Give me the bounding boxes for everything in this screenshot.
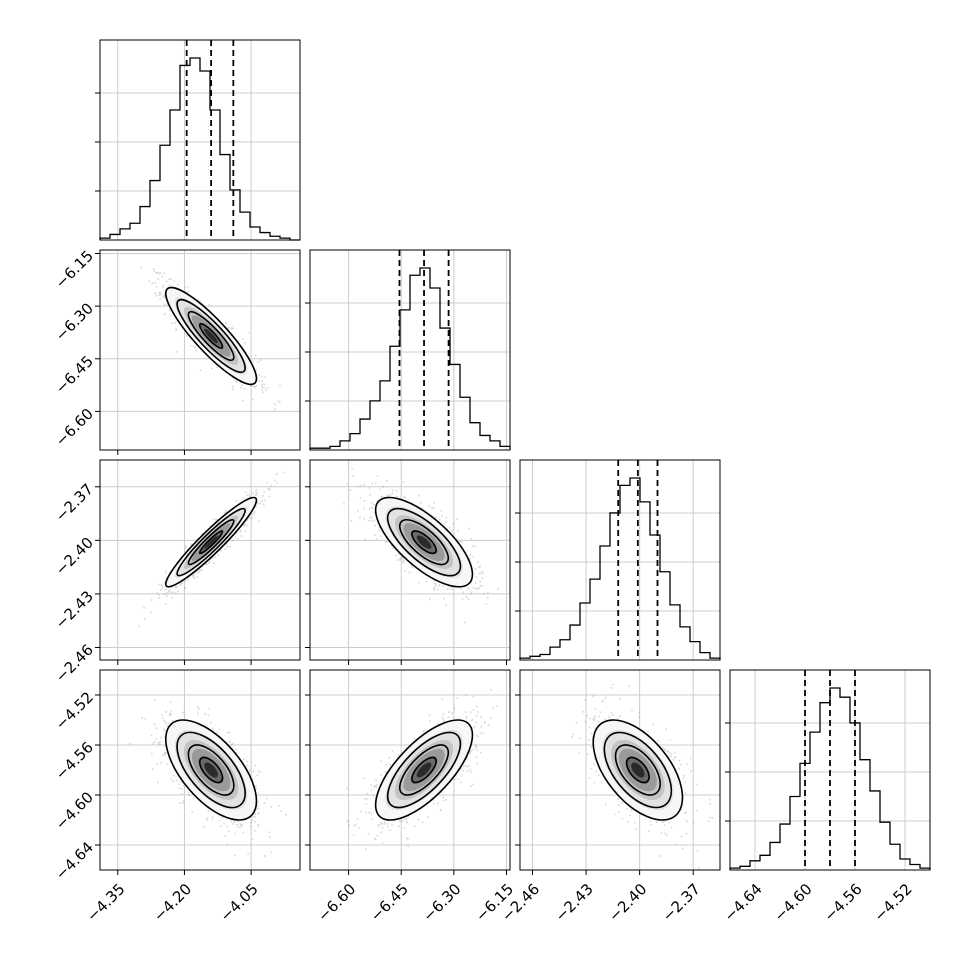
panel-frame xyxy=(309,459,511,661)
x-tick-label-0-0: −4.35 xyxy=(83,880,128,925)
x-tick-label-1-0: −6.60 xyxy=(314,880,359,925)
contour-line-1 xyxy=(187,519,235,566)
panel-frame xyxy=(309,669,511,871)
contour-line-2 xyxy=(386,731,462,809)
x-tick-label-3-2: −4.56 xyxy=(821,880,866,925)
contour-line-2 xyxy=(176,298,246,374)
x-tick-label-3-3: −4.52 xyxy=(871,880,916,925)
contour-line-0 xyxy=(411,530,437,555)
contour-line-2 xyxy=(176,507,246,577)
y-tick-label-2-2: −2.40 xyxy=(52,534,97,579)
histogram-step-2 xyxy=(519,477,721,660)
y-tick-label-1-1: −6.45 xyxy=(52,352,97,397)
contour-line-0 xyxy=(625,756,650,784)
x-tick-label-0-1: −4.20 xyxy=(150,880,195,925)
contour-line-2 xyxy=(176,731,246,809)
panel-frame xyxy=(519,459,721,661)
scatter-panel-0-1 xyxy=(95,249,301,455)
density-fill-5 xyxy=(631,762,645,778)
y-tick-label-2-3: −2.37 xyxy=(52,480,97,525)
contour-line-0 xyxy=(198,756,224,784)
density-fill-5 xyxy=(416,535,432,549)
scatter-content xyxy=(138,471,286,628)
scatter-content xyxy=(129,699,287,857)
x-tick-label-0-2: −4.05 xyxy=(217,880,262,925)
scatter-content xyxy=(343,468,499,624)
histogram-step-1 xyxy=(309,267,511,450)
marginal-panel-1 xyxy=(305,249,511,451)
y-tick-label-2-0: −2.46 xyxy=(52,641,97,686)
scatter-panel-1-2 xyxy=(305,459,511,665)
y-tick-label-1-0: −6.60 xyxy=(52,405,97,450)
scatter-content xyxy=(345,689,498,850)
contour-line-3 xyxy=(374,496,474,588)
contour-line-3 xyxy=(592,719,684,821)
x-tick-label-1-2: −6.30 xyxy=(419,880,464,925)
x-tick-label-3-1: −4.60 xyxy=(771,880,816,925)
x-tick-label-3-0: −4.64 xyxy=(721,880,766,925)
panel-frame xyxy=(729,669,931,871)
marginal-panel-0 xyxy=(95,39,301,241)
contour-line-0 xyxy=(411,756,437,784)
y-tick-label-3-2: −4.56 xyxy=(52,738,97,783)
histogram-step-0 xyxy=(99,57,300,241)
density-fill-5 xyxy=(416,762,432,778)
density-fill-5 xyxy=(204,328,218,344)
marginal-panel-2 xyxy=(515,459,721,661)
panel-frame xyxy=(309,249,511,451)
y-tick-label-3-1: −4.60 xyxy=(52,788,97,833)
contour-line-3 xyxy=(164,719,258,821)
marginal-panel-3 xyxy=(725,669,931,871)
x-tick-label-2-1: −2.43 xyxy=(552,880,597,925)
y-tick-label-1-2: −6.30 xyxy=(52,299,97,344)
scatter-panel-0-2 xyxy=(95,459,301,665)
contour-line-1 xyxy=(399,519,450,566)
panel-frame xyxy=(519,669,721,871)
scatter-content xyxy=(571,683,714,869)
contour-line-1 xyxy=(614,744,661,796)
scatter-panel-2-3 xyxy=(515,669,721,875)
contour-line-1 xyxy=(399,744,450,796)
scatter-panel-0-3 xyxy=(95,669,301,875)
density-fill-5 xyxy=(204,535,218,549)
panel-frame xyxy=(99,39,301,241)
contour-line-1 xyxy=(187,310,235,361)
contour-line-3 xyxy=(164,496,258,588)
x-tick-label-2-3: −2.37 xyxy=(659,880,704,925)
contour-line-3 xyxy=(374,719,474,821)
scatter-panel-1-3 xyxy=(305,669,511,875)
x-tick-label-1-1: −6.45 xyxy=(367,880,412,925)
contour-line-3 xyxy=(164,286,258,386)
corner-panels xyxy=(95,39,931,875)
contour-line-0 xyxy=(198,530,224,555)
y-tick-label-2-1: −2.43 xyxy=(52,587,97,632)
scatter-content xyxy=(140,266,281,411)
y-tick-label-3-0: −4.64 xyxy=(52,838,97,883)
contour-line-1 xyxy=(187,744,235,796)
density-fill-5 xyxy=(204,762,218,778)
contour-line-0 xyxy=(198,323,224,349)
y-tick-label-1-3: −6.15 xyxy=(52,247,97,292)
contour-line-2 xyxy=(386,507,462,577)
x-tick-label-2-2: −2.40 xyxy=(605,880,650,925)
panel-frame xyxy=(99,669,301,871)
contour-line-2 xyxy=(603,731,673,809)
panel-frame xyxy=(99,249,301,451)
y-tick-label-3-3: −4.52 xyxy=(52,688,97,733)
panel-frame xyxy=(99,459,301,661)
